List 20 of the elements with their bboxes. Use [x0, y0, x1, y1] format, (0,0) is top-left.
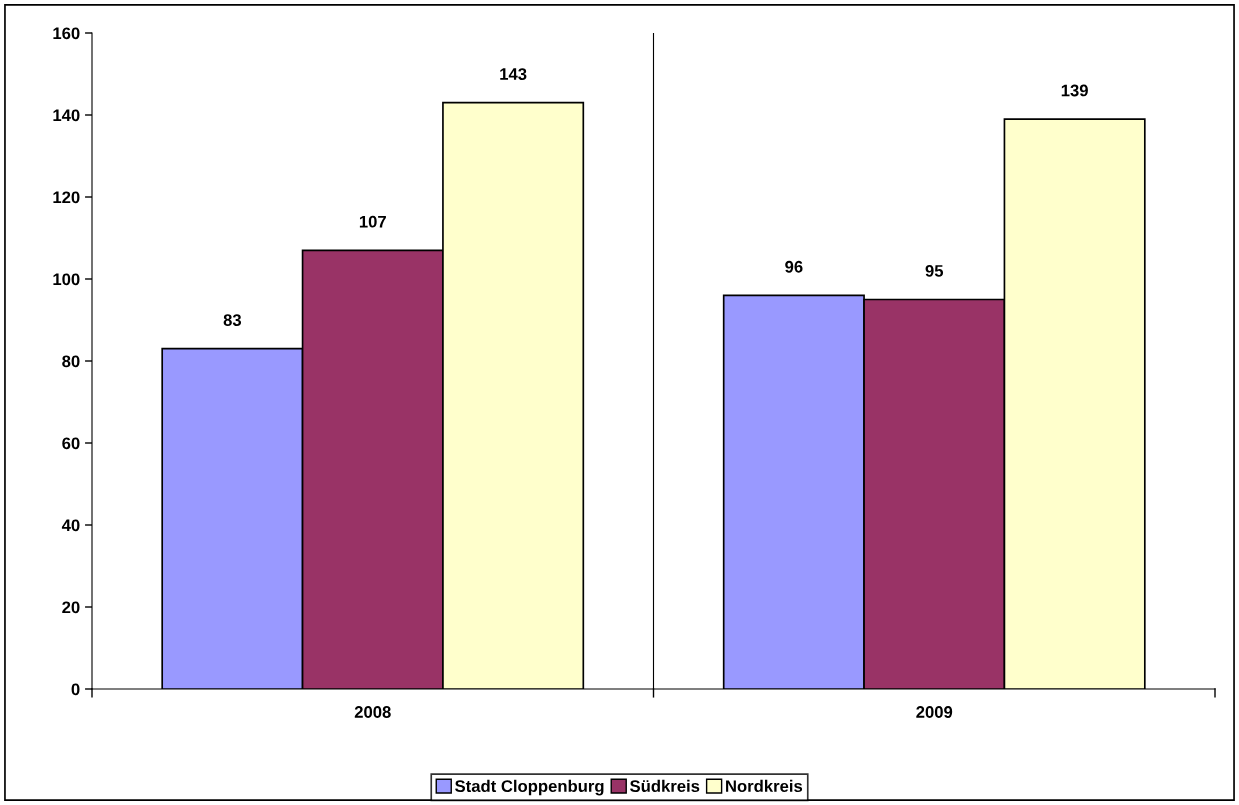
y-tick-label: 60: [62, 437, 80, 450]
data-label: 95: [925, 264, 944, 277]
legend-label: Nordkreis: [726, 779, 803, 793]
y-tick-label: 80: [62, 355, 80, 368]
data-label: 83: [223, 314, 242, 326]
data-label: 107: [359, 215, 386, 228]
data-label: 139: [1061, 84, 1088, 97]
data-label: 96: [785, 260, 803, 273]
x-tick-label: 2009: [916, 706, 953, 718]
y-tick-label: 0: [71, 683, 80, 696]
y-tick-label: 160: [53, 27, 80, 40]
y-tick-label: 100: [53, 273, 80, 286]
legend-label: Südkreis: [630, 779, 700, 793]
y-tick-label: 20: [62, 601, 80, 614]
data-label: 143: [500, 68, 527, 80]
y-tick-label: 120: [53, 191, 80, 204]
y-tick-label: 40: [61, 519, 80, 532]
legend-label: Stadt Cloppenburg: [455, 779, 604, 796]
y-tick-label: 140: [53, 109, 80, 122]
x-tick-label: 2008: [354, 706, 391, 718]
